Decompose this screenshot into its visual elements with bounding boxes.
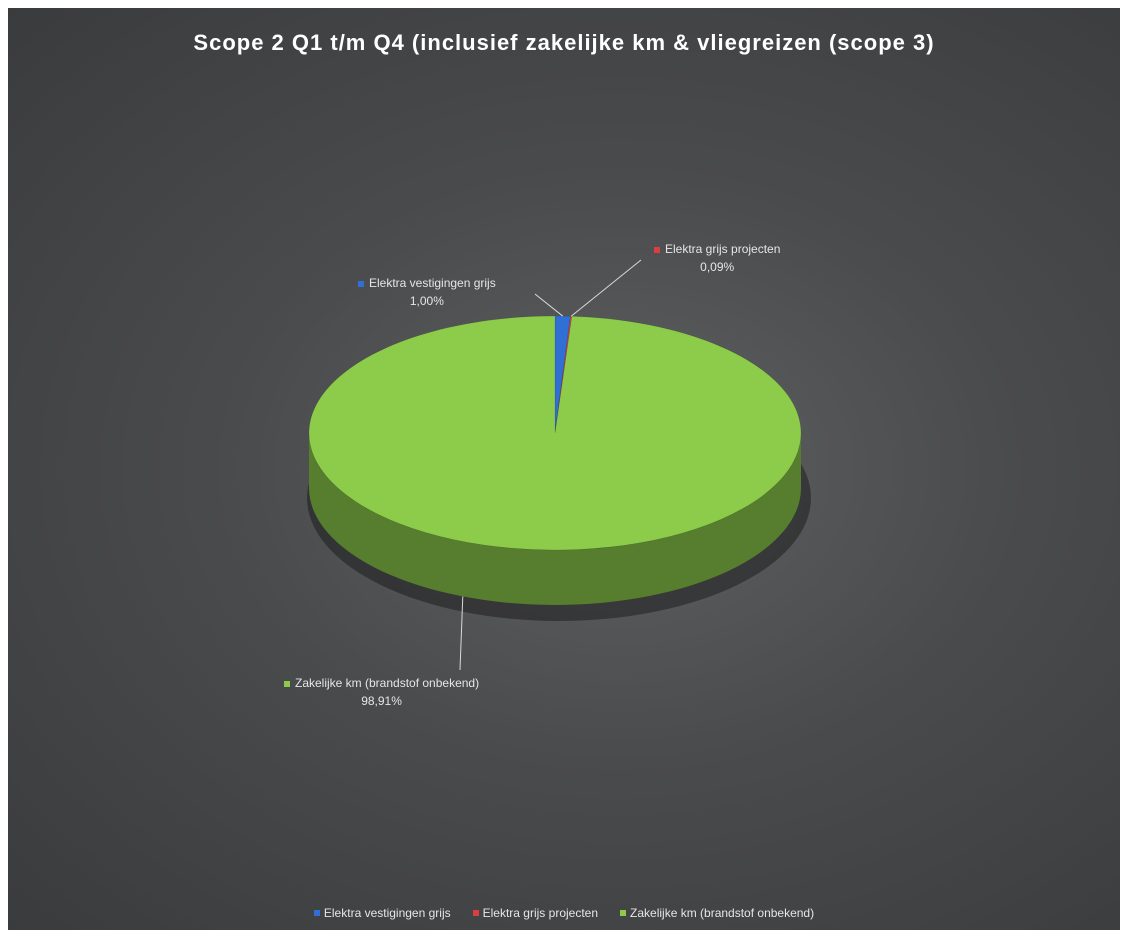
legend-item-zakelijke-km: Zakelijke km (brandstof onbekend) bbox=[620, 906, 814, 920]
legend-item-elektra-projecten: Elektra grijs projecten bbox=[472, 906, 598, 920]
pie-slice-2 bbox=[308, 315, 802, 551]
pie-chart bbox=[307, 259, 811, 671]
swatch-zakelijke-km bbox=[284, 680, 290, 687]
leader-line-1 bbox=[570, 259, 642, 317]
leader-line-2 bbox=[459, 596, 464, 671]
chart-title: Scope 2 Q1 t/m Q4 (inclusief zakelijke k… bbox=[193, 30, 935, 55]
data-label-elektra-vestigingen: Elektra vestigingen grijs 1,00% bbox=[358, 274, 496, 310]
swatch-elektra-vestigingen bbox=[358, 280, 364, 287]
pie-side-wall bbox=[309, 433, 801, 605]
leader-line-0 bbox=[534, 293, 564, 317]
chart-area: Scope 2 Q1 t/m Q4 (inclusief zakelijke k… bbox=[8, 8, 1120, 930]
data-label-zakelijke-km: Zakelijke km (brandstof onbekend) 98,91% bbox=[284, 674, 479, 710]
chart-legend: Elektra vestigingen grijs Elektra grijs … bbox=[8, 906, 1120, 920]
data-label-elektra-projecten: Elektra grijs projecten 0,09% bbox=[654, 240, 780, 276]
legend-item-elektra-vestigingen: Elektra vestigingen grijs bbox=[313, 906, 451, 920]
swatch-elektra-projecten bbox=[654, 246, 660, 253]
